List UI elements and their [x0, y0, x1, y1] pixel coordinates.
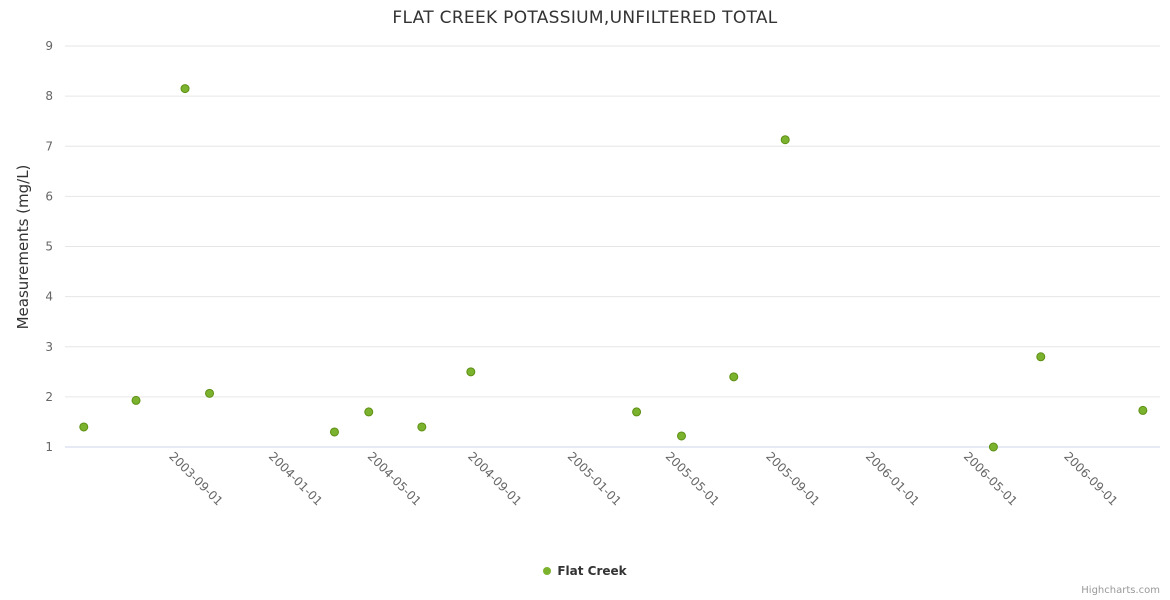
y-axis-label: 8	[45, 89, 53, 103]
legend-label: Flat Creek	[557, 564, 627, 578]
y-axis-label: 5	[45, 240, 53, 254]
x-axis-label: 2006-05-01	[961, 449, 1020, 508]
y-axis-label: 2	[45, 390, 53, 404]
legend: Flat Creek	[0, 564, 1170, 578]
x-axis-label: 2006-09-01	[1061, 449, 1120, 508]
y-axis-label: 9	[45, 39, 53, 53]
data-point[interactable]	[329, 427, 339, 437]
data-point[interactable]	[676, 431, 686, 441]
legend-item-flat-creek[interactable]: Flat Creek	[543, 564, 627, 578]
data-point[interactable]	[466, 367, 476, 377]
x-axis-label: 2005-09-01	[763, 449, 822, 508]
x-axis-label: 2004-01-01	[266, 449, 325, 508]
x-axis-label: 2004-09-01	[465, 449, 524, 508]
data-point[interactable]	[205, 388, 215, 398]
data-point[interactable]	[131, 395, 141, 405]
y-axis-label: 3	[45, 340, 53, 354]
data-point[interactable]	[780, 135, 790, 145]
legend-marker-icon	[543, 567, 552, 575]
data-point[interactable]	[417, 422, 427, 432]
y-axis-label: 7	[45, 139, 53, 153]
y-axis-label: 1	[45, 440, 53, 454]
y-axis-label: 4	[45, 290, 53, 304]
x-axis-label: 2004-05-01	[365, 449, 424, 508]
data-point[interactable]	[1138, 405, 1148, 415]
data-point[interactable]	[632, 407, 642, 417]
data-point[interactable]	[1036, 352, 1046, 362]
data-point[interactable]	[180, 84, 190, 94]
y-axis-label: 6	[45, 189, 53, 203]
data-point[interactable]	[729, 372, 739, 382]
x-axis-label: 2006-01-01	[863, 449, 922, 508]
data-point[interactable]	[988, 442, 998, 452]
chart-title: FLAT CREEK POTASSIUM,UNFILTERED TOTAL	[392, 8, 778, 28]
data-point[interactable]	[79, 422, 89, 432]
x-axis-label: 2005-05-01	[663, 449, 722, 508]
highcharts-credits-link[interactable]: Highcharts.com	[1081, 585, 1160, 596]
x-axis-label: 2005-01-01	[565, 449, 624, 508]
data-point[interactable]	[364, 407, 374, 417]
x-axis-label: 2003-09-01	[166, 449, 225, 508]
